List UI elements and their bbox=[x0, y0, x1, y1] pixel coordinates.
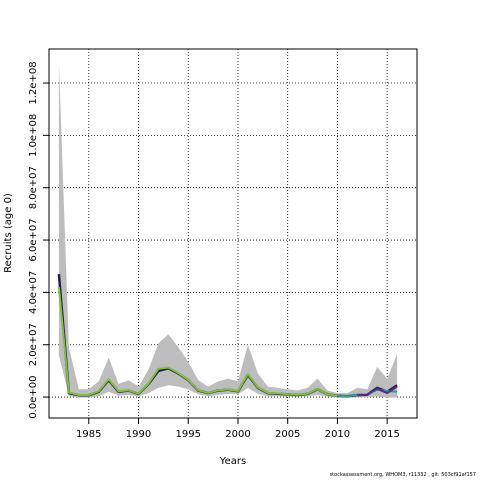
plot-frame bbox=[48, 48, 418, 419]
y-tick-label: 1.2e+08 bbox=[28, 61, 39, 104]
series-line-2 bbox=[57, 287, 338, 397]
y-tick-label: 0.0e+00 bbox=[28, 376, 39, 419]
y-tick-label: 2.0e+07 bbox=[28, 323, 39, 366]
y-tick-label: 8.0e+07 bbox=[28, 166, 39, 209]
x-tick-label: 1995 bbox=[176, 429, 201, 440]
x-tick-label: 1990 bbox=[126, 429, 151, 440]
y-tick-label: 4.0e+07 bbox=[28, 271, 39, 314]
x-tick-label: 2005 bbox=[275, 429, 300, 440]
grid-lines bbox=[49, 49, 417, 418]
x-tick-label: 2010 bbox=[325, 429, 350, 440]
x-axis-label: Years bbox=[219, 456, 246, 467]
series-lines bbox=[57, 273, 398, 398]
x-tick-label: 2015 bbox=[374, 429, 399, 440]
y-tick-label: 1.0e+08 bbox=[28, 114, 39, 157]
x-axis: 1985 1990 1995 2000 2005 2010 2015 bbox=[76, 418, 400, 440]
y-tick-label: 6.0e+07 bbox=[28, 218, 39, 261]
y-axis-label: Recruits (age 0) bbox=[3, 193, 14, 273]
x-tick-label: 1985 bbox=[76, 429, 101, 440]
y-axis: 0.0e+00 2.0e+07 4.0e+07 6.0e+07 8.0e+07 1.0e+… bbox=[28, 61, 49, 419]
x-tick-label: 2000 bbox=[225, 429, 250, 440]
series-line-4 bbox=[357, 385, 398, 397]
footer-credit: stockassessment.org, WHOM3, r11332 , git… bbox=[329, 472, 476, 478]
confidence-band bbox=[58, 62, 398, 398]
